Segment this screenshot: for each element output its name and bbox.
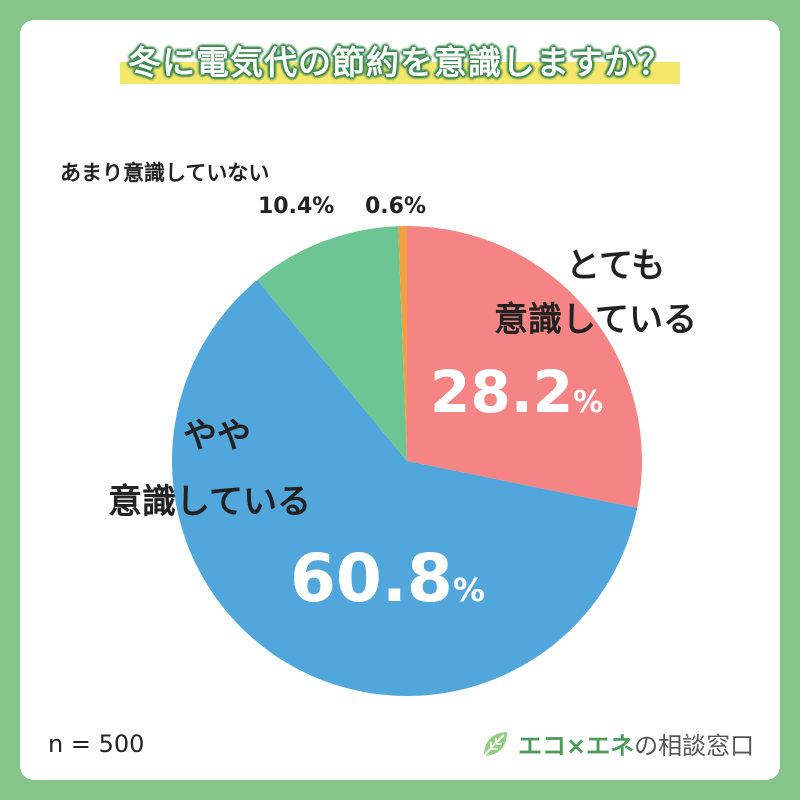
value-very: 28.2	[430, 358, 574, 426]
logo-brand: エコ×エネ	[518, 732, 635, 760]
slice-not-much	[257, 226, 407, 461]
label-not-much-pct: 10.4%	[258, 194, 335, 219]
percent-some: %	[452, 571, 485, 609]
leaf-icon	[483, 731, 507, 757]
logo-suffix: の相談窓口	[634, 732, 755, 760]
brand-logo: エコ×エネの相談窓口	[478, 726, 754, 761]
label-some-line2: 意識している	[108, 482, 311, 522]
label-very-pct: 28.2%	[430, 358, 603, 426]
label-some-pct: 60.8%	[290, 540, 485, 617]
chart-title: 冬に電気代の節約を意識しますか？	[120, 40, 680, 86]
label-very-line1: とても	[566, 246, 666, 286]
slice-very	[407, 226, 642, 508]
title-area: 冬に電気代の節約を意識しますか？	[0, 40, 800, 86]
sample-size: n = 500	[48, 730, 145, 758]
percent-very: %	[573, 385, 604, 420]
slice-some	[171, 279, 638, 696]
value-some: 60.8	[290, 540, 453, 617]
logo-text: エコ×エネの相談窓口	[518, 726, 754, 761]
slice-none	[398, 226, 407, 461]
label-none-pct: 0.6%	[365, 194, 427, 219]
label-very-line2: 意識している	[494, 300, 697, 340]
label-not-much: あまり意識していない	[60, 161, 270, 185]
label-some-line1: やや	[183, 416, 251, 456]
